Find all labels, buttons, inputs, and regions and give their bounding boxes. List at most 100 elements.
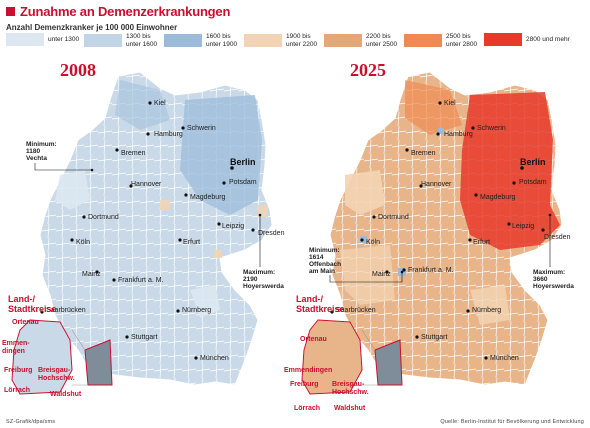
svg-text:Maximum:: Maximum: [243, 269, 275, 276]
legend-item: 1600 bis unter 1900 [164, 33, 237, 48]
legend-item: 2500 bis unter 2800 [404, 33, 477, 48]
svg-text:Berlin: Berlin [520, 157, 546, 167]
svg-text:Leipzig: Leipzig [222, 223, 244, 230]
svg-text:Vechta: Vechta [26, 155, 47, 162]
svg-text:Minimum:: Minimum: [26, 141, 57, 148]
page-title: Zunahme an Demenzerkrankungen [20, 4, 231, 19]
svg-text:Saarbrücken: Saarbrücken [46, 307, 86, 314]
svg-text:Schwerin: Schwerin [187, 125, 216, 132]
city-berlin-2008: Berlin [230, 157, 256, 170]
svg-text:Hamburg: Hamburg [154, 131, 183, 138]
svg-text:1180: 1180 [26, 148, 40, 155]
north-region-2025 [405, 80, 462, 135]
city-stuttgart-2008: Stuttgart [125, 334, 158, 341]
svg-text:Schwerin: Schwerin [477, 125, 506, 132]
svg-text:Frankfurt a. M.: Frankfurt a. M. [118, 277, 164, 284]
rhine-region-2025 [340, 245, 395, 305]
svg-text:Hannover: Hannover [421, 181, 452, 188]
svg-text:Waldshut: Waldshut [334, 405, 366, 412]
svg-text:Hoyerswerda: Hoyerswerda [243, 283, 284, 290]
svg-text:Köln: Köln [76, 239, 90, 246]
svg-text:Dortmund: Dortmund [88, 214, 119, 221]
inset-detail-2008 [84, 339, 113, 386]
svg-text:Bremen: Bremen [411, 150, 436, 157]
svg-text:Breisgau- Hochschw.: Breisgau- Hochschw. [38, 367, 75, 382]
legend-swatch [244, 34, 282, 47]
svg-text:Mainz: Mainz [82, 271, 101, 278]
city-nuernberg-2025: Nürnberg [466, 307, 501, 314]
title-marker [6, 7, 15, 16]
svg-text:Waldshut: Waldshut [50, 391, 82, 398]
city-kiel-2025: Kiel [438, 100, 456, 107]
bavaria-region-2025 [470, 285, 510, 325]
city-potsdam-2025: Potsdam [512, 179, 547, 186]
svg-text:Freiburg: Freiburg [4, 367, 32, 374]
svg-text:Bremen: Bremen [121, 150, 146, 157]
svg-text:Hannover: Hannover [131, 181, 162, 188]
legend-swatch [164, 34, 202, 47]
maximum-note-2025: Maximum: 3660 Hoyerswerda [533, 213, 574, 290]
year-label-2008: 2008 [60, 60, 96, 80]
city-saarbruecken-2008: Saarbrücken [40, 307, 86, 314]
west-region-2008 [55, 170, 90, 210]
legend-item: 1900 bis unter 2200 [244, 33, 317, 48]
svg-text:Ortenau: Ortenau [300, 336, 327, 343]
city-bremen-2025: Bremen [405, 148, 436, 157]
legend-label: 1300 bis unter 1600 [126, 33, 158, 48]
svg-text:Maximum:: Maximum: [533, 269, 565, 276]
city-erfurt-2008: Erfurt [178, 238, 200, 246]
city-frankfurt-2008: Frankfurt a. M. [112, 277, 164, 284]
svg-text:am Main: am Main [309, 268, 335, 275]
svg-text:Emmendingen: Emmendingen [284, 367, 332, 374]
high-district-2008 [258, 205, 268, 217]
svg-text:1614: 1614 [309, 254, 324, 261]
svg-text:Frankfurt a. M.: Frankfurt a. M. [408, 267, 454, 274]
inset-map-2008 [11, 319, 73, 395]
svg-text:Nürnberg: Nürnberg [182, 307, 211, 314]
legend-swatch [404, 34, 442, 47]
city-hamburg-2025: Hamburg [436, 131, 473, 138]
svg-text:Stuttgart: Stuttgart [131, 334, 158, 341]
city-mainz-2008: Mainz [82, 270, 101, 278]
svg-text:Kiel: Kiel [154, 100, 166, 107]
legend-subtitle: Anzahl Demenzkranker je 100 000 Einwohne… [6, 23, 178, 32]
legend-swatch [6, 33, 44, 46]
east-region-2025 [460, 92, 560, 250]
svg-text:Magdeburg: Magdeburg [190, 194, 226, 201]
svg-text:Dresden: Dresden [258, 230, 285, 237]
city-erfurt-2025: Erfurt [468, 238, 490, 246]
inset-detail-2025 [374, 339, 403, 386]
svg-text:Köln: Köln [366, 239, 380, 246]
minimum-note-2008: Minimum: 1180 Vechta [26, 141, 94, 172]
year-label-2025: 2025 [350, 60, 386, 80]
minimum-note-2025: Minimum: 1614 Offenbach am Main [309, 247, 404, 283]
legend-item: 2200 bis unter 2500 [324, 33, 397, 48]
city-koeln-2025: Köln [360, 238, 380, 246]
low-district-2025 [438, 128, 444, 134]
west-region-2025 [345, 170, 385, 215]
city-mainz-2025: Mainz [372, 270, 391, 278]
legend-label: 2200 bis unter 2500 [366, 33, 398, 48]
bavaria-region-2008 [190, 285, 220, 318]
legend-swatch [84, 34, 122, 47]
inset-title: Land-/ Stadtkreise [296, 294, 345, 314]
city-koeln-2008: Köln [70, 238, 90, 246]
legend-label: 2500 bis unter 2800 [446, 33, 478, 48]
legend-label: 1900 bis unter 2200 [286, 33, 318, 48]
svg-text:Offenbach: Offenbach [309, 261, 341, 268]
city-magdeburg-2025: Magdeburg [474, 193, 516, 201]
legend-swatch [324, 34, 362, 47]
legend-item: 1300 bis unter 1600 [84, 33, 157, 48]
svg-text:3660: 3660 [533, 276, 548, 283]
city-potsdam-2008: Potsdam [222, 179, 257, 186]
svg-text:Nürnberg: Nürnberg [472, 307, 501, 314]
svg-text:Dortmund: Dortmund [378, 214, 409, 221]
legend-label: 2800 und mehr [526, 35, 570, 43]
legend-item: 2800 und mehr [484, 33, 570, 46]
city-hannover-2025: Hannover [419, 181, 452, 188]
city-schwerin-2025: Schwerin [471, 125, 506, 132]
svg-text:Freiburg: Freiburg [290, 381, 318, 388]
city-dresden-2025: Dresden [541, 228, 571, 241]
high-district-2008 [160, 200, 170, 210]
city-leipzig-2025: Leipzig [507, 222, 534, 230]
